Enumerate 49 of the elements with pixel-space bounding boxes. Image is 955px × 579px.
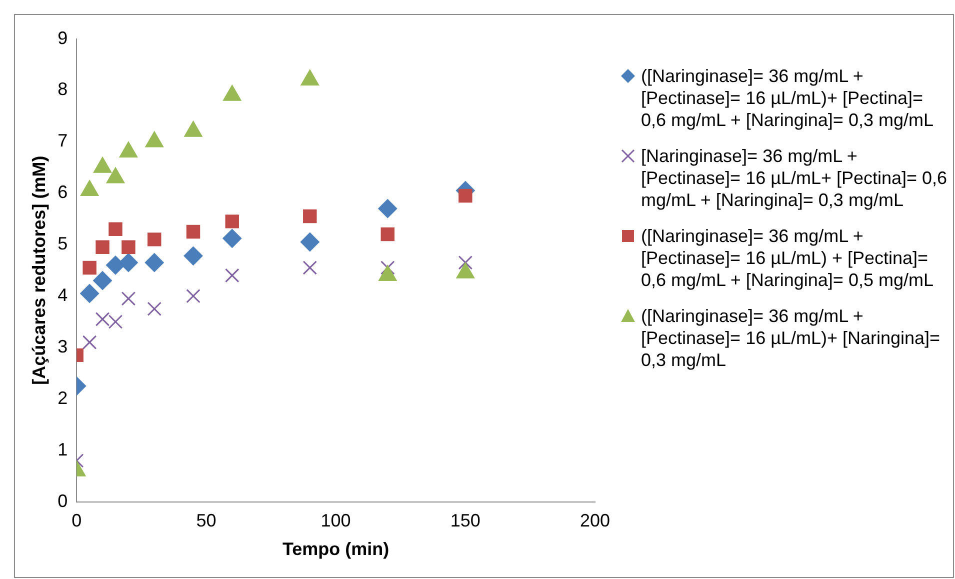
point: [380, 227, 395, 242]
point: [80, 284, 100, 303]
x-tick-label: 100: [320, 510, 351, 531]
point: [122, 240, 136, 254]
point: [222, 228, 242, 248]
y-tick-label: 3: [58, 336, 68, 356]
y-tick-label: 8: [58, 79, 68, 100]
point: [82, 335, 97, 350]
point: [95, 312, 110, 326]
y-tick-label: 0: [58, 490, 68, 511]
y-axis-title: [Açúcares redutores] (mM): [28, 156, 49, 385]
point: [96, 240, 110, 254]
y-tick-label: 5: [58, 234, 68, 254]
point: [303, 209, 317, 224]
point: [82, 260, 96, 275]
x-tick-label: 50: [196, 510, 216, 531]
x-tick-label: 200: [580, 510, 610, 531]
legend-label: ([Naringinase]= 36 mg/mL + [Pectinase]= 16 µL/mL)+ [Pectina]= 0,6 mg/mL + [Naringina]= 0,3 mg/mL: [641, 66, 934, 130]
y-tick-label: 7: [58, 130, 68, 151]
legend-label: ([Naringinase]= 36 mg/mL + [Pectinase]= 16 µL/mL) + [Pectina]= 0,6 mg/mL + [Naringina]= 0,5 mg/mL: [641, 226, 934, 290]
point: [118, 253, 138, 272]
point: [378, 199, 398, 218]
y-tick-label: 6: [58, 182, 68, 202]
point: [458, 255, 473, 270]
x-tick-label: 150: [450, 510, 480, 531]
y-tick-label: 4: [58, 284, 68, 305]
x-tick-label: 0: [72, 510, 82, 531]
point: [225, 214, 239, 228]
point: [186, 288, 200, 304]
y-tick-label: 2: [58, 388, 68, 408]
point: [108, 222, 122, 236]
point: [106, 256, 125, 275]
point: [144, 253, 164, 272]
point: [186, 224, 200, 239]
legend-label: ([Naringinase]= 36 mg/mL + [Pectinase]= 16 µL/mL)+ [Naringina]= 0,3 mg/mL: [641, 306, 940, 370]
point: [458, 188, 472, 203]
point: [108, 314, 123, 329]
legend-label: [Naringinase]= 36 mg/mL + [Pectinase]= 16 µL/mL+ [Pectina]= 0,6 mg/mL + [Naringina]= 0,3 mg/mL: [641, 146, 948, 210]
point: [225, 268, 240, 283]
point: [121, 291, 136, 306]
y-tick-label: 1: [58, 439, 68, 460]
x-axis-title: Tempo (min): [282, 539, 390, 560]
point: [148, 232, 162, 246]
point: [302, 260, 317, 275]
point: [184, 246, 203, 266]
point: [93, 271, 112, 290]
point: [300, 232, 320, 252]
y-tick-label: 9: [58, 28, 68, 48]
point: [147, 302, 162, 316]
